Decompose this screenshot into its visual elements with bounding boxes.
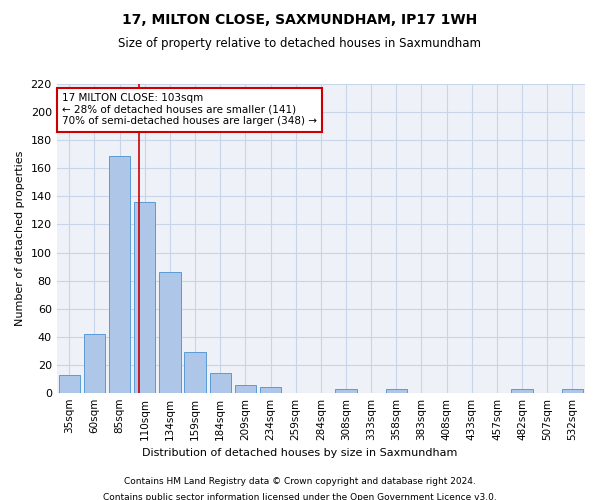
Text: 17 MILTON CLOSE: 103sqm
← 28% of detached houses are smaller (141)
70% of semi-d: 17 MILTON CLOSE: 103sqm ← 28% of detache… <box>62 94 317 126</box>
Bar <box>84 334 105 393</box>
Text: 17, MILTON CLOSE, SAXMUNDHAM, IP17 1WH: 17, MILTON CLOSE, SAXMUNDHAM, IP17 1WH <box>122 12 478 26</box>
Bar <box>109 156 130 393</box>
Bar <box>511 389 533 393</box>
Text: Distribution of detached houses by size in Saxmundham: Distribution of detached houses by size … <box>142 448 458 458</box>
Text: Size of property relative to detached houses in Saxmundham: Size of property relative to detached ho… <box>119 38 482 51</box>
Text: Contains public sector information licensed under the Open Government Licence v3: Contains public sector information licen… <box>103 492 497 500</box>
Bar <box>134 202 155 393</box>
Bar <box>260 388 281 393</box>
Bar <box>386 389 407 393</box>
Bar <box>235 384 256 393</box>
Bar <box>59 375 80 393</box>
Bar <box>159 272 181 393</box>
Bar <box>184 352 206 393</box>
Bar <box>562 389 583 393</box>
Y-axis label: Number of detached properties: Number of detached properties <box>15 151 25 326</box>
Text: Contains HM Land Registry data © Crown copyright and database right 2024.: Contains HM Land Registry data © Crown c… <box>124 478 476 486</box>
Bar <box>209 374 231 393</box>
Bar <box>335 389 356 393</box>
